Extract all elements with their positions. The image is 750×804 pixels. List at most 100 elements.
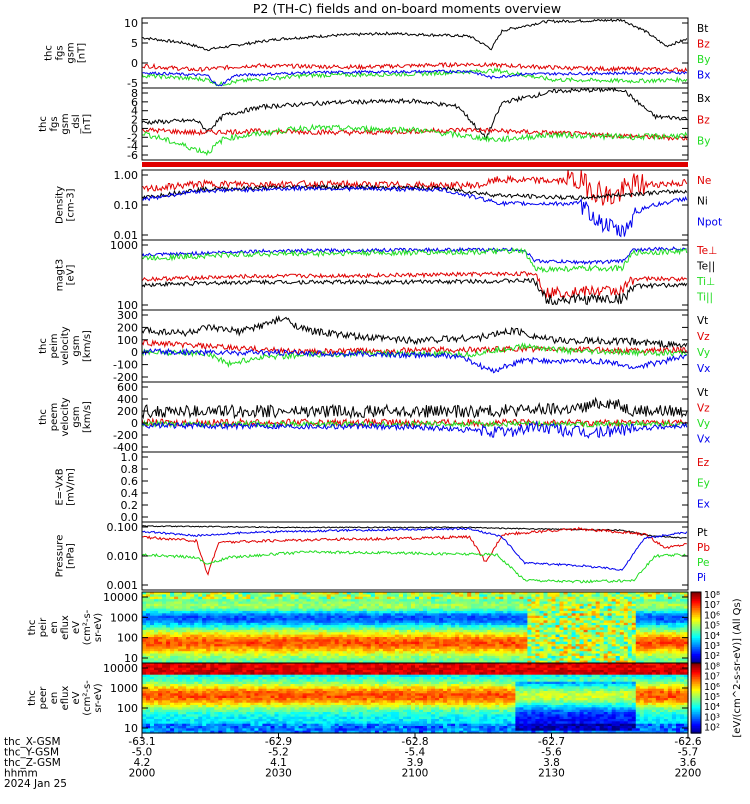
y-tick-label: 0 xyxy=(131,346,138,359)
y-axis-label: _dsl xyxy=(71,114,82,134)
y-axis-label: gsm xyxy=(60,113,71,134)
y-tick-label: 0.010 xyxy=(107,550,139,563)
y-axis-label: eV xyxy=(71,621,82,634)
y-axis-label: Pressure xyxy=(55,535,66,578)
y-axis-label: [eV] xyxy=(66,265,77,286)
legend-vt-label: Vt xyxy=(697,387,708,399)
x-row-label: 2024 Jan 25 xyxy=(4,778,67,790)
y-axis-label: (cm²-s- xyxy=(82,680,93,716)
y-axis-label: peir xyxy=(38,617,49,637)
legend-ey-label: Ey xyxy=(697,478,710,490)
legend-vz-label: Vz xyxy=(697,331,710,343)
y-tick-label: 10 xyxy=(124,722,138,735)
y-tick-label: 100 xyxy=(117,702,138,715)
legend-npot-label: Npot xyxy=(697,216,722,228)
y-axis-label: gsm xyxy=(71,406,82,427)
y-tick-label: 1000 xyxy=(110,239,138,252)
y-axis-label: peer xyxy=(38,686,49,710)
y-tick-label: 0.10 xyxy=(114,199,139,212)
y-axis-label: Density xyxy=(55,186,66,224)
y-axis-label: [cm-3] xyxy=(66,188,77,221)
y-axis-label: sr-eV) xyxy=(93,613,104,642)
legend-vx-label: Vx xyxy=(697,363,710,375)
y-axis-label: peem xyxy=(49,403,60,431)
y-tick-label: 1000 xyxy=(110,682,138,695)
y-axis-label: thc xyxy=(27,690,38,706)
y-tick-label: 10 xyxy=(124,17,138,30)
y-axis-label: [nT] xyxy=(82,114,93,134)
y-axis-label: [nPa] xyxy=(66,543,77,569)
y-axis-label: gsm xyxy=(66,42,77,63)
colorbar-tick-label: 10² xyxy=(704,723,720,734)
legend-by-label: By xyxy=(697,136,710,148)
y-tick-label: 5 xyxy=(131,37,138,50)
legend-pe-label: Pe xyxy=(697,557,709,569)
y-axis-label: velocity xyxy=(60,326,71,365)
y-axis-label: thc xyxy=(27,620,38,636)
y-axis-label: E=-VxB xyxy=(55,468,66,505)
y-axis-label: [mV/m] xyxy=(66,468,77,506)
legend-pi-label: Pi xyxy=(697,572,706,584)
y-axis-label: velocity xyxy=(60,397,71,436)
y-axis-label: [nT] xyxy=(77,43,88,63)
legend-bx-label: Bx xyxy=(697,70,710,82)
legend-bz-label: Bz xyxy=(697,114,710,126)
legend-ti-label: Ti⊥ xyxy=(696,276,715,288)
y-tick-label: 10000 xyxy=(103,591,138,604)
colorbar: 10⁸10⁷10⁶10⁵10⁴10³10²10⁸10⁷10⁶10⁵10⁴10³1… xyxy=(691,590,743,738)
legend-te-label: Te|| xyxy=(696,261,715,273)
legend-vt-label: Vt xyxy=(697,315,708,327)
y-axis-label: thc xyxy=(38,116,49,132)
x-tick-label: 2200 xyxy=(675,768,702,780)
legend-vy-label: Vy xyxy=(697,418,710,430)
legend-ni-label: Ni xyxy=(697,196,708,208)
y-tick-label: -6 xyxy=(127,149,138,162)
legend-vz-label: Vz xyxy=(697,403,710,415)
y-axis-label: eflux xyxy=(60,615,71,640)
legend-ez-label: Ez xyxy=(697,457,710,469)
y-axis-label: thc xyxy=(44,45,55,61)
legend-bt-label: Bt xyxy=(697,23,708,35)
legend-ti-label: Ti|| xyxy=(696,292,713,304)
x-tick-label: 2000 xyxy=(129,768,156,780)
y-tick-label: -100 xyxy=(113,359,138,372)
y-axis-label: fgs xyxy=(49,116,60,131)
x-tick-label: 2100 xyxy=(402,768,429,780)
y-axis-label: (cm²-s- xyxy=(82,609,93,645)
y-axis-label: [km/s] xyxy=(82,330,93,362)
legend-ex-label: Ex xyxy=(697,498,710,510)
y-axis-label: peim xyxy=(49,333,60,358)
y-axis-label: eV xyxy=(71,691,82,704)
legend-te-label: Te⊥ xyxy=(696,245,717,257)
colorbar-label: [eV/(cm^2-s-sr-eV)] (All Qs) xyxy=(732,598,743,737)
y-axis-label: eflux xyxy=(60,686,71,711)
y-axis-label: sr-eV) xyxy=(93,683,104,712)
y-axis-label: en xyxy=(49,621,60,634)
y-axis-label: gsm xyxy=(71,335,82,356)
y-axis-label: en xyxy=(49,692,60,705)
legend-pt-label: Pt xyxy=(697,527,707,539)
chart-title: P2 (TH-C) fields and on-board moments ov… xyxy=(253,1,561,16)
x-tick-label: 2030 xyxy=(265,768,292,780)
y-tick-label: 300 xyxy=(117,309,138,322)
y-axis-label: magt3 xyxy=(55,259,66,292)
y-axis-label: [km/s] xyxy=(82,401,93,433)
legend-vy-label: Vy xyxy=(697,347,710,359)
legend-bx-label: Bx xyxy=(697,93,710,105)
y-tick-label: 100 xyxy=(117,334,138,347)
y-axis-label: fgs xyxy=(55,45,66,60)
y-axis-label: thc xyxy=(38,338,49,354)
y-axis-label: thc xyxy=(38,409,49,425)
y-tick-label: 200 xyxy=(117,321,138,334)
x-tick-label: 2130 xyxy=(538,768,565,780)
legend-vx-label: Vx xyxy=(697,434,710,446)
y-tick-label: 0 xyxy=(131,57,138,70)
data-quality-bar xyxy=(142,162,688,167)
legend-bz-label: Bz xyxy=(697,39,710,51)
y-tick-label: 10000 xyxy=(103,662,138,675)
y-tick-label: 0.100 xyxy=(107,521,139,534)
y-tick-label: 100 xyxy=(117,632,138,645)
y-tick-label: 1.00 xyxy=(114,169,139,182)
